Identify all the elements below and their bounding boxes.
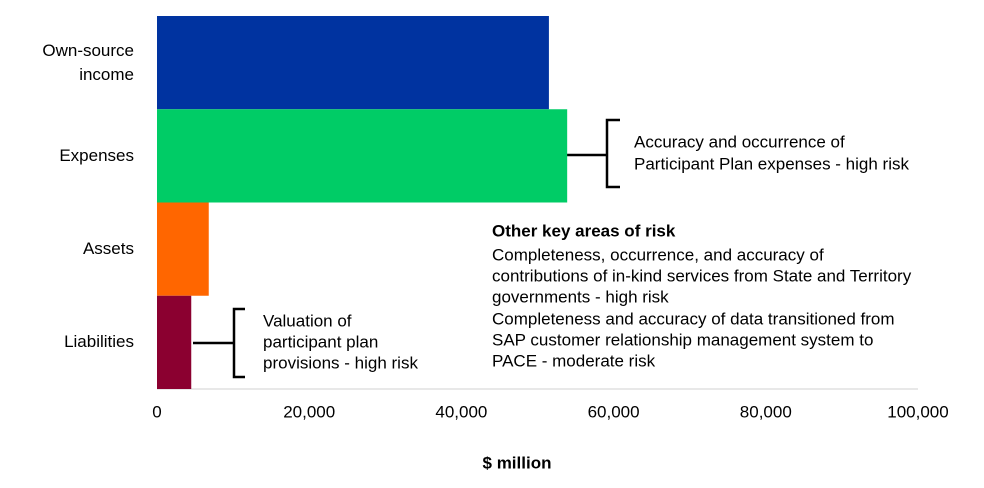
annotation: Valuation of: [263, 311, 352, 330]
y-tick-label: Expenses: [59, 145, 134, 165]
annotation: contributions of in-kind services from S…: [492, 266, 912, 285]
annotation-title: Other key areas of risk: [492, 221, 676, 240]
annotation: Participant Plan expenses - high risk: [634, 154, 909, 173]
x-tick-label: 80,000: [740, 402, 792, 421]
annotation: Completeness, occurrence, and accuracy o…: [492, 245, 824, 264]
x-axis-title: $ million: [483, 453, 552, 472]
x-tick-label: 100,000: [887, 402, 948, 421]
annotation: SAP customer relationship management sys…: [492, 330, 873, 349]
annotation: participant plan: [263, 332, 378, 351]
annotation: Accuracy and occurrence of: [634, 132, 845, 151]
bar: [157, 295, 192, 389]
bracket: [193, 307, 245, 379]
y-tick-label: Assets: [82, 239, 134, 259]
annotation: governments - high risk: [492, 287, 669, 306]
annotation: PACE - moderate risk: [492, 351, 656, 370]
x-tick-label: 40,000: [435, 402, 487, 421]
bar: [157, 109, 568, 203]
x-tick-label: 20,000: [283, 402, 335, 421]
x-tick-label: 0: [152, 402, 161, 421]
annotation: provisions - high risk: [263, 353, 418, 372]
x-tick-label: 60,000: [588, 402, 640, 421]
bracket: [567, 118, 620, 189]
y-tick-label: Own-source income: [42, 40, 134, 84]
y-tick-label: Liabilities: [64, 332, 134, 352]
annotation: Completeness and accuracy of data transi…: [492, 309, 895, 328]
bar: [157, 16, 549, 110]
bar: [157, 202, 209, 296]
